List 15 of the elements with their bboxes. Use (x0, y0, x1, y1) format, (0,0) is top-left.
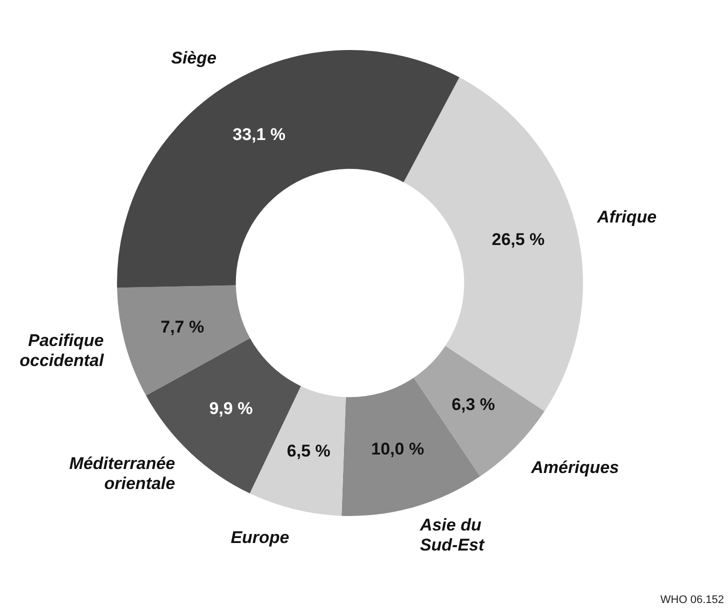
data-label: 6,3 % (452, 394, 496, 414)
slice-label: Amériques (530, 458, 620, 477)
data-label: 33,1 % (232, 124, 286, 144)
slice-label: Asie du Sud-Est (418, 516, 486, 555)
slice-label: Afrique (596, 208, 657, 227)
data-label: 26,5 % (492, 230, 545, 249)
slice-label: Pacifique occidental (20, 330, 105, 370)
data-label: 9,9 % (209, 399, 253, 418)
slice-label: Siège (171, 48, 216, 68)
text: WHO 06.152 (660, 594, 724, 606)
slice-label: Europe (230, 528, 290, 548)
data-label: 6,5 % (286, 441, 330, 460)
data-label: 7,7 % (160, 318, 204, 337)
slice-label: Méditerranée orientale (69, 454, 176, 494)
data-label: 10,0 % (371, 440, 424, 459)
